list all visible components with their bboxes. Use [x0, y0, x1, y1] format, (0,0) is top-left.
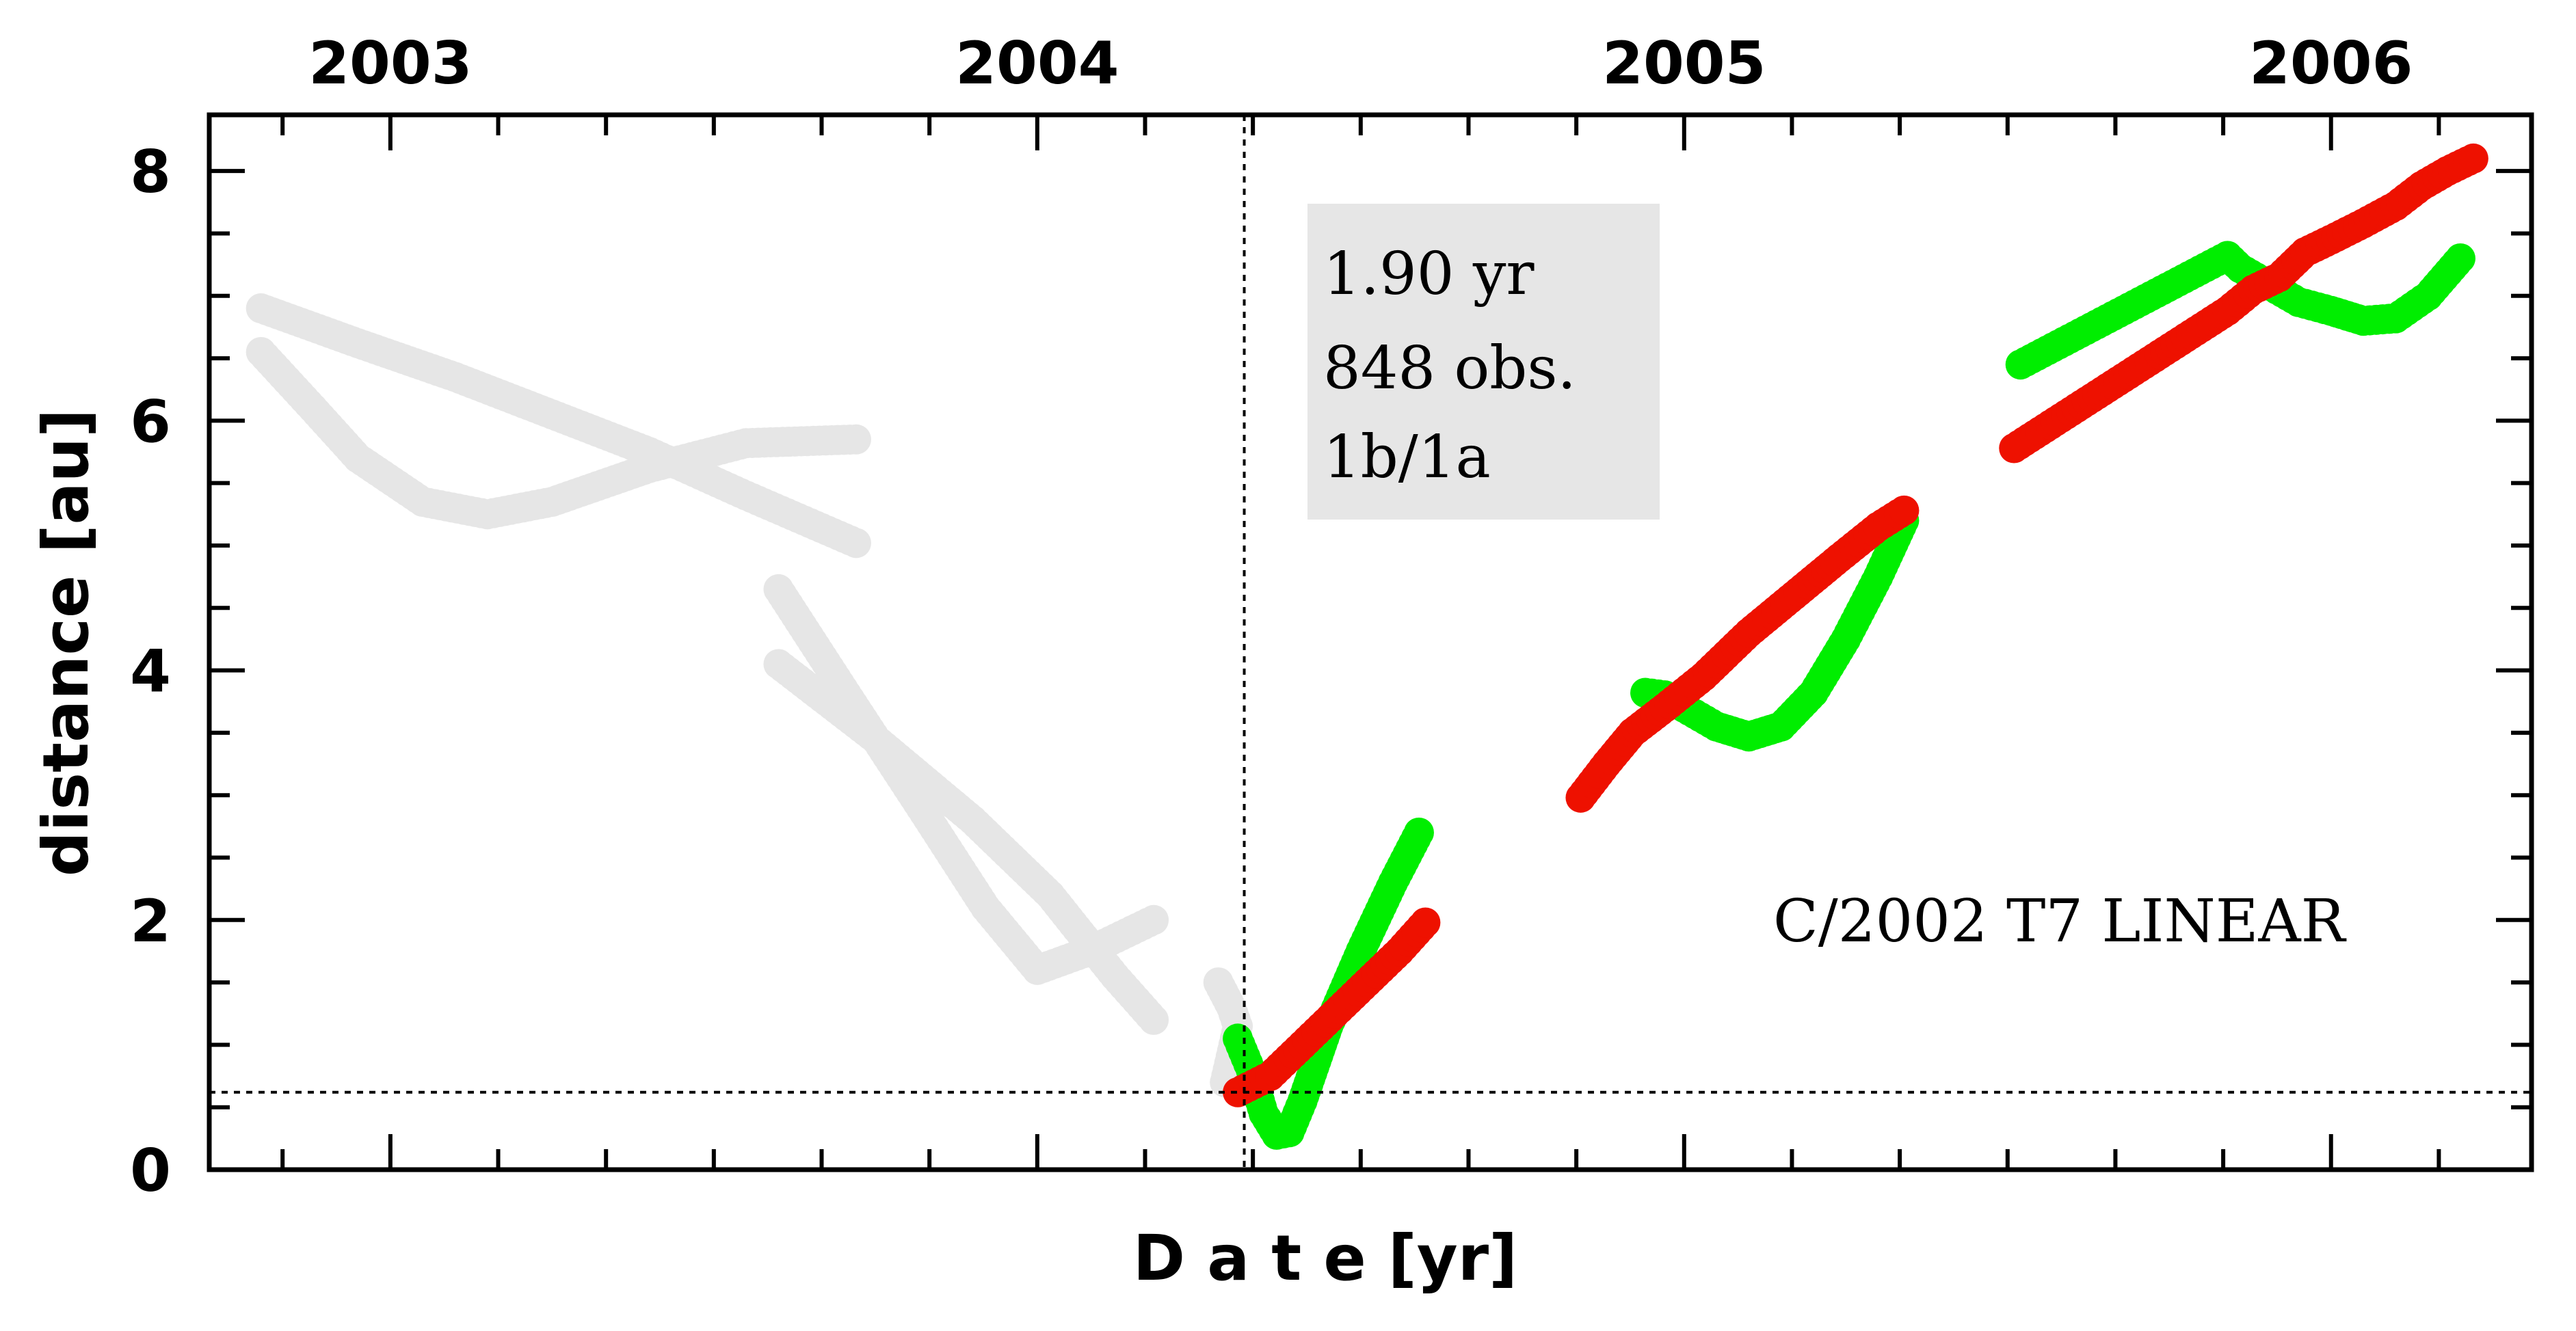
data-point-green [2445, 243, 2475, 273]
year-label: 2004 [955, 29, 1119, 98]
y-tick-labels: 0 2 4 6 8 [130, 138, 171, 1205]
object-label: C/2002 T7 LINEAR [1773, 887, 2347, 956]
y-axis-title: distance [au] [29, 409, 103, 876]
info-box-line-1: 1.90 yr [1323, 240, 1535, 308]
data-point-pre-sun-b [1139, 904, 1169, 935]
y-tick-label: 8 [130, 138, 171, 206]
data-point-green [1403, 817, 1434, 848]
year-label: 2005 [1602, 29, 1766, 98]
info-box: 1.90 yr 848 obs. 1b/1a [1307, 204, 1660, 520]
year-label: 2003 [308, 29, 472, 98]
y-tick-label: 0 [130, 1137, 171, 1205]
info-box-line-3: 1b/1a [1323, 423, 1491, 492]
data-point-red [2458, 143, 2488, 174]
x-axis-title: D a t e [yr] [1133, 1222, 1517, 1295]
y-tick-label: 6 [130, 388, 171, 456]
reference-lines [209, 115, 2532, 1170]
year-labels: 2003 2004 2005 2006 [308, 29, 2413, 98]
y-tick-label: 2 [130, 887, 171, 956]
year-label: 2006 [2249, 29, 2413, 98]
data-point-pre-sun-a [840, 528, 871, 559]
data-point-pre-sun-a [1139, 1004, 1169, 1035]
data-points [245, 143, 2488, 1150]
data-point-pre-sun-b [840, 424, 871, 455]
data-point-red [1889, 495, 1920, 526]
y-tick-label: 4 [130, 638, 171, 706]
info-box-background [1307, 204, 1660, 520]
data-point-red [1410, 907, 1441, 938]
plot-frame [207, 112, 2534, 1172]
info-box-line-2: 848 obs. [1323, 334, 1576, 403]
